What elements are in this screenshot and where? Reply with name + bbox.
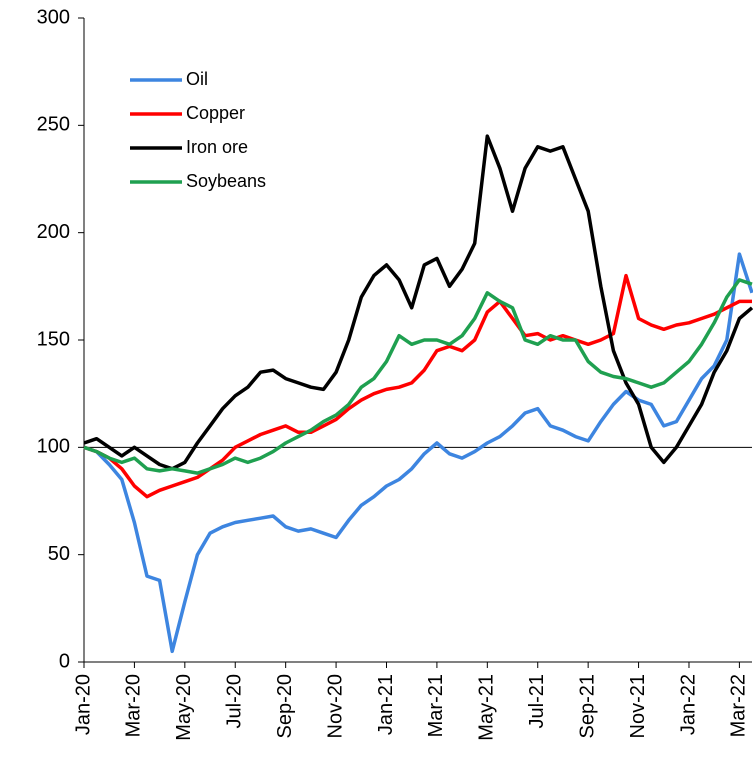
x-tick-label: Sep-20	[274, 674, 296, 739]
series-line	[83, 134, 753, 471]
legend-label: Copper	[186, 103, 245, 123]
legend: Oil Copper Iron ore Soybeans	[130, 69, 266, 191]
y-tick-label: 250	[37, 114, 70, 136]
x-tick-label: Mar-20	[123, 674, 145, 737]
y-tick-label: 0	[59, 650, 70, 672]
x-tick-label: May-20	[173, 674, 195, 741]
y-tick-label: 150	[37, 328, 70, 350]
series-line	[83, 278, 753, 475]
x-tick-label: Jan-20	[72, 674, 94, 735]
series-line	[83, 273, 752, 499]
y-tick-label: 50	[48, 543, 70, 565]
legend-label: Soybeans	[186, 171, 266, 191]
legend-label: Iron ore	[186, 137, 248, 157]
x-tick-label: Mar-21	[425, 674, 447, 737]
x-tick-label: Jan-22	[677, 674, 699, 735]
y-tick-label: 300	[37, 6, 70, 28]
x-tick-label: Jul-20	[224, 674, 246, 728]
legend-label: Oil	[186, 69, 208, 89]
y-tick-label: 200	[37, 221, 70, 243]
x-tick-label: May-21	[476, 674, 498, 741]
x-tick-label: Jan-21	[375, 674, 397, 735]
y-tick-label: 100	[37, 436, 70, 458]
x-tick-label: Jul-21	[526, 674, 548, 728]
x-tick-label: Mar-22	[728, 674, 750, 737]
series-line	[83, 252, 753, 654]
x-tick-label: Nov-21	[627, 674, 649, 738]
x-tick-label: Nov-20	[324, 674, 346, 738]
x-tick-label: Sep-21	[576, 674, 598, 739]
